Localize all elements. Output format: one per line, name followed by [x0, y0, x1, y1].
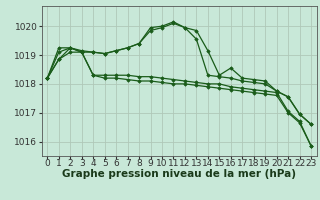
X-axis label: Graphe pression niveau de la mer (hPa): Graphe pression niveau de la mer (hPa) [62, 169, 296, 179]
